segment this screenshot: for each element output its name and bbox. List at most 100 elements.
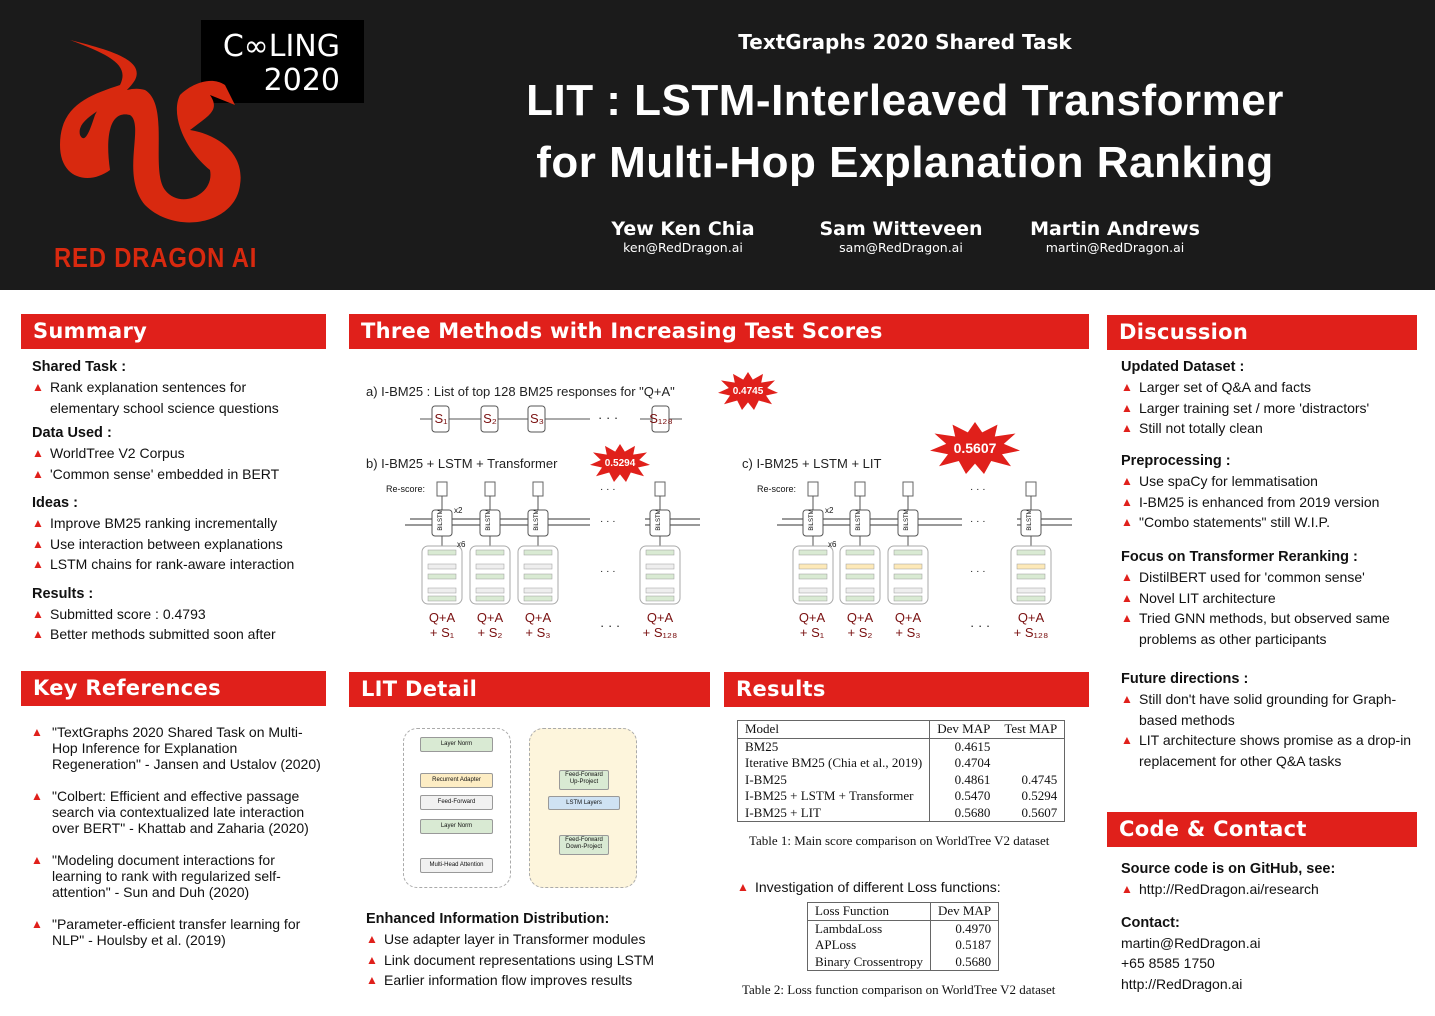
bilstm-label: BiLSTM bbox=[856, 509, 862, 530]
author: Martin Andrews martin@RedDragon.ai bbox=[1015, 218, 1215, 255]
column-header: Test MAP bbox=[997, 720, 1065, 739]
table-row: Binary Crossentropy 0.5680 bbox=[808, 953, 999, 971]
brand-name: RED DRAGON AI bbox=[54, 242, 258, 273]
author-name: Yew Ken Chia bbox=[611, 218, 755, 240]
list-item: Larger training set / more 'distractors' bbox=[1121, 398, 1413, 419]
layer-block bbox=[1016, 549, 1046, 556]
section-title: Summary bbox=[21, 314, 326, 349]
table-header-row: Loss Function Dev MAP bbox=[807, 902, 999, 921]
references-list: "TextGraphs 2020 Shared Task on Multi-Ho… bbox=[21, 724, 321, 964]
qa-text: Q+A bbox=[894, 610, 922, 625]
table-cell: 0.5680 bbox=[929, 804, 998, 822]
list-item: Better methods submitted soon after bbox=[32, 624, 326, 645]
rescore-box bbox=[807, 481, 819, 497]
layer-block bbox=[645, 549, 675, 556]
list-item: DistilBERT used for 'common sense' bbox=[1121, 567, 1413, 588]
group-heading: Source code is on GitHub, see: bbox=[1121, 861, 1336, 877]
poster-title-line2: for Multi-Hop Explanation Ranking bbox=[536, 138, 1274, 187]
s-label: S₂ bbox=[483, 411, 497, 426]
group-heading: Ideas : bbox=[32, 495, 78, 511]
layer-block bbox=[645, 563, 675, 570]
rescore-box bbox=[436, 481, 448, 497]
qa-text: Q+A bbox=[846, 610, 874, 625]
layer-block bbox=[427, 573, 457, 580]
section-title: Results bbox=[724, 672, 1089, 707]
ellipsis: · · · bbox=[970, 566, 986, 577]
group-heading: Data Used : bbox=[32, 425, 112, 441]
diagram-block: Multi-Head Attention bbox=[420, 858, 493, 873]
list-item: Rank explanation sentences for elementar… bbox=[32, 377, 326, 418]
reference-item: "Parameter-efficient transfer learning f… bbox=[21, 916, 321, 948]
input-label: Q+A + S₂ bbox=[467, 610, 513, 640]
contact-email[interactable]: martin@RedDragon.ai bbox=[1121, 934, 1261, 951]
ellipsis: · · · bbox=[600, 516, 616, 527]
layer-block bbox=[798, 563, 828, 570]
conference-name: C∞LING bbox=[222, 29, 340, 64]
layer-block bbox=[893, 573, 923, 580]
qa-text: Q+A bbox=[428, 610, 456, 625]
diagram-block: Layer Norm bbox=[420, 819, 493, 834]
source-link[interactable]: http://RedDragon.ai/research bbox=[1121, 879, 1411, 900]
input-label: Q+A + S₁₂₈ bbox=[1008, 610, 1054, 640]
author: Yew Ken Chia ken@RedDragon.ai bbox=[583, 218, 783, 255]
diagram-block: Feed-Forward Down-Project bbox=[559, 835, 609, 855]
s-text: + S₁ bbox=[799, 625, 825, 640]
layer-block bbox=[1016, 595, 1046, 602]
table-row: Iterative BM25 (Chia et al., 2019) 0.4704 bbox=[738, 755, 1065, 772]
score-burst: 0.4745 bbox=[718, 372, 778, 410]
layer-block bbox=[845, 595, 875, 602]
table-cell: 0.4970 bbox=[929, 920, 999, 937]
table-cell: 0.4745 bbox=[1021, 771, 1058, 787]
layer-block bbox=[523, 595, 553, 602]
table-row: I-BM25 + LIT 0.5680 0.5607 bbox=[738, 804, 1065, 822]
list-item: Use spaCy for lemmatisation bbox=[1121, 471, 1413, 492]
table-cell: APLoss bbox=[815, 937, 857, 952]
list-item: Investigation of different Loss function… bbox=[737, 877, 1435, 898]
s-text: + S₂ bbox=[477, 625, 503, 640]
table-row: I-BM25 + LSTM + Transformer 0.5470 0.5294 bbox=[738, 788, 1065, 805]
table-cell: Iterative BM25 (Chia et al., 2019) bbox=[745, 755, 923, 770]
ellipsis: · · · bbox=[600, 566, 616, 577]
layer-block bbox=[645, 595, 675, 602]
author-email: ken@RedDragon.ai bbox=[623, 240, 743, 255]
layer-block bbox=[845, 563, 875, 570]
discussion-group: Future directions : Still don't have soli… bbox=[1121, 670, 1413, 771]
qa-text: Q+A bbox=[476, 610, 504, 625]
list-item: Earlier information flow improves result… bbox=[366, 970, 706, 991]
rescore-box bbox=[1025, 481, 1037, 497]
s-label: S₁₂₈ bbox=[649, 411, 673, 426]
layer-block bbox=[798, 549, 828, 556]
layer-block bbox=[475, 587, 505, 594]
list-item: "Combo statements" still W.I.P. bbox=[1121, 512, 1413, 533]
section-title: Discussion bbox=[1107, 315, 1417, 350]
group-heading: Enhanced Information Distribution: bbox=[366, 911, 610, 927]
method-b-label: b) I-BM25 + LSTM + Transformer bbox=[366, 456, 558, 471]
list-item: Still not totally clean bbox=[1121, 418, 1413, 439]
score-burst: 0.5607 bbox=[930, 422, 1020, 474]
results-table: Model Dev MAP Test MAP BM25 0.4615 Iterative… bbox=[737, 720, 1066, 822]
bilstm-label: BiLSTM bbox=[809, 509, 815, 530]
ellipsis: · · · bbox=[970, 484, 986, 495]
rescore-box bbox=[902, 481, 914, 497]
ellipsis: · · · bbox=[600, 618, 621, 633]
list-item: LSTM chains for rank-aware interaction bbox=[32, 554, 326, 575]
input-label: Q+A + S₁ bbox=[789, 610, 835, 640]
layer-block bbox=[845, 549, 875, 556]
rescore-label: Re-score: bbox=[757, 484, 797, 494]
group-heading: Future directions : bbox=[1121, 671, 1249, 687]
method-b-diagram: BiLSTM BiLSTM BiLSTM BiLSTM bbox=[405, 481, 700, 605]
group-heading: Focus on Transformer Reranking : bbox=[1121, 549, 1358, 565]
group-heading: Preprocessing : bbox=[1121, 453, 1231, 469]
diagram-block: Feed-Forward bbox=[420, 795, 493, 810]
diagram-block: Layer Norm bbox=[420, 737, 493, 752]
coling-logo: C∞LING 2020 bbox=[201, 20, 364, 103]
section-title: Code & Contact bbox=[1107, 812, 1417, 847]
s-label: S₁ bbox=[434, 411, 448, 426]
input-label: Q+A + S₁ bbox=[419, 610, 465, 640]
s-text: + S₃ bbox=[525, 625, 551, 640]
layer-block bbox=[798, 573, 828, 580]
list-item: Use interaction between explanations bbox=[32, 534, 326, 555]
layer-block bbox=[523, 563, 553, 570]
layer-block bbox=[645, 587, 675, 594]
contact-website[interactable]: http://RedDragon.ai bbox=[1121, 975, 1243, 992]
